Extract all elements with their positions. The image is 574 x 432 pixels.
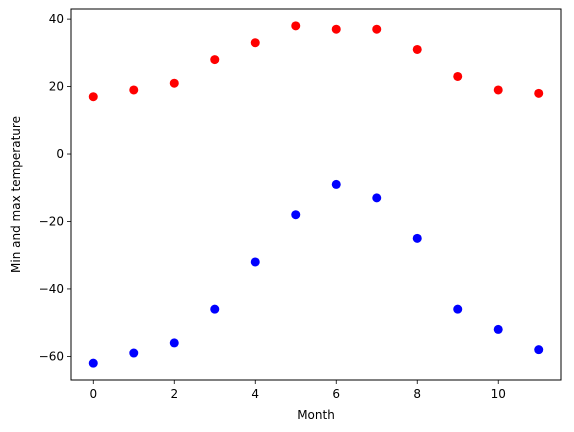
- data-point: [169, 338, 179, 348]
- data-point: [291, 210, 301, 220]
- y-tick-label: −40: [39, 282, 64, 296]
- x-tick-label: 10: [491, 387, 506, 401]
- x-axis-ticks: 0 2 4 6 8 10: [89, 380, 506, 401]
- data-point: [534, 345, 544, 355]
- data-point: [412, 44, 422, 54]
- y-axis-label: Min and max temperature: [9, 116, 23, 273]
- x-tick-label: 6: [332, 387, 340, 401]
- y-tick-label: −60: [39, 349, 64, 363]
- x-axis-label: Month: [297, 408, 335, 422]
- x-tick-label: 0: [89, 387, 97, 401]
- data-point: [129, 85, 139, 95]
- data-point: [250, 257, 260, 267]
- data-point: [331, 179, 341, 189]
- data-point: [88, 92, 98, 102]
- data-point: [210, 55, 220, 65]
- y-tick-label: −20: [39, 214, 64, 228]
- data-point: [210, 304, 220, 314]
- data-marks: [88, 21, 544, 368]
- data-point: [493, 324, 503, 334]
- y-tick-label: 40: [49, 12, 64, 26]
- data-point: [372, 24, 382, 34]
- data-point: [250, 38, 260, 48]
- series-1: [88, 179, 544, 368]
- data-point: [331, 24, 341, 34]
- plot-frame: [70, 8, 562, 381]
- data-point: [453, 71, 463, 81]
- data-point: [412, 233, 422, 243]
- series-0: [88, 21, 544, 102]
- data-point: [88, 358, 98, 368]
- x-tick-label: 2: [170, 387, 178, 401]
- x-tick-label: 4: [251, 387, 259, 401]
- y-axis-ticks: −60 −40 −20 0 20 40: [39, 12, 71, 363]
- data-point: [453, 304, 463, 314]
- data-point: [129, 348, 139, 358]
- data-point: [372, 193, 382, 203]
- y-tick-label: 0: [56, 147, 64, 161]
- data-point: [169, 78, 179, 88]
- y-tick-label: 20: [49, 80, 64, 94]
- data-point: [534, 88, 544, 98]
- data-point: [291, 21, 301, 31]
- data-point: [493, 85, 503, 95]
- x-tick-label: 8: [413, 387, 421, 401]
